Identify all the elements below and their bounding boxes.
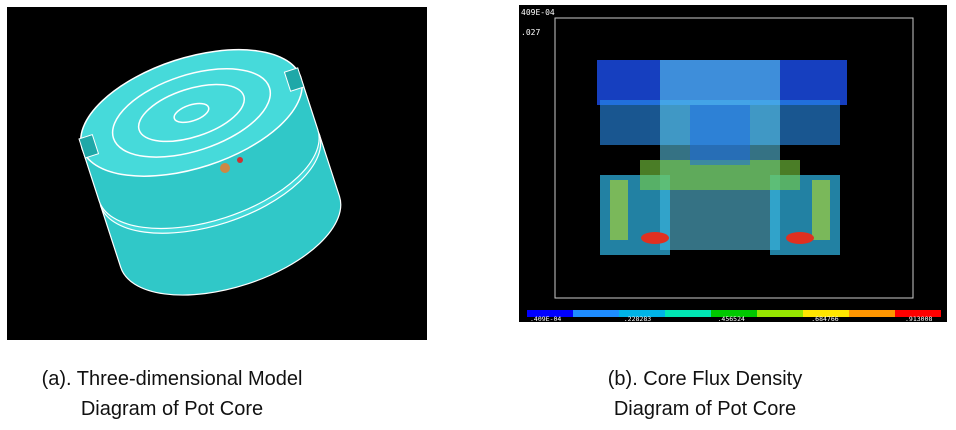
caption-line: Diagram of Pot Core xyxy=(560,394,850,424)
caption-line: (b). Core Flux Density xyxy=(560,364,850,394)
colorbar-label: .409E-04 xyxy=(530,315,561,323)
overlay-text: .027 xyxy=(521,28,540,37)
caption: (b). Core Flux Density Diagram of Pot Co… xyxy=(560,364,850,424)
colorbar-label: .913008 xyxy=(905,315,932,323)
flux-density-plot: .409E-04 .228283 .456524 .684766 .913008 409… xyxy=(519,5,947,323)
page: {"figures": [ {"caption_lines": ["(a). T… xyxy=(0,0,956,430)
pot-core-model xyxy=(7,7,427,340)
colorbar-label: .228283 xyxy=(624,315,651,323)
caption-line: (a). Three-dimensional Model xyxy=(7,364,337,394)
colorbar-label: .684766 xyxy=(811,315,838,323)
colorbar-label: .456524 xyxy=(718,315,745,323)
caption: (a). Three-dimensional Model Diagram of … xyxy=(7,364,337,424)
overlay-text: 409E-04 xyxy=(521,8,555,17)
caption-line: Diagram of Pot Core xyxy=(7,394,337,424)
